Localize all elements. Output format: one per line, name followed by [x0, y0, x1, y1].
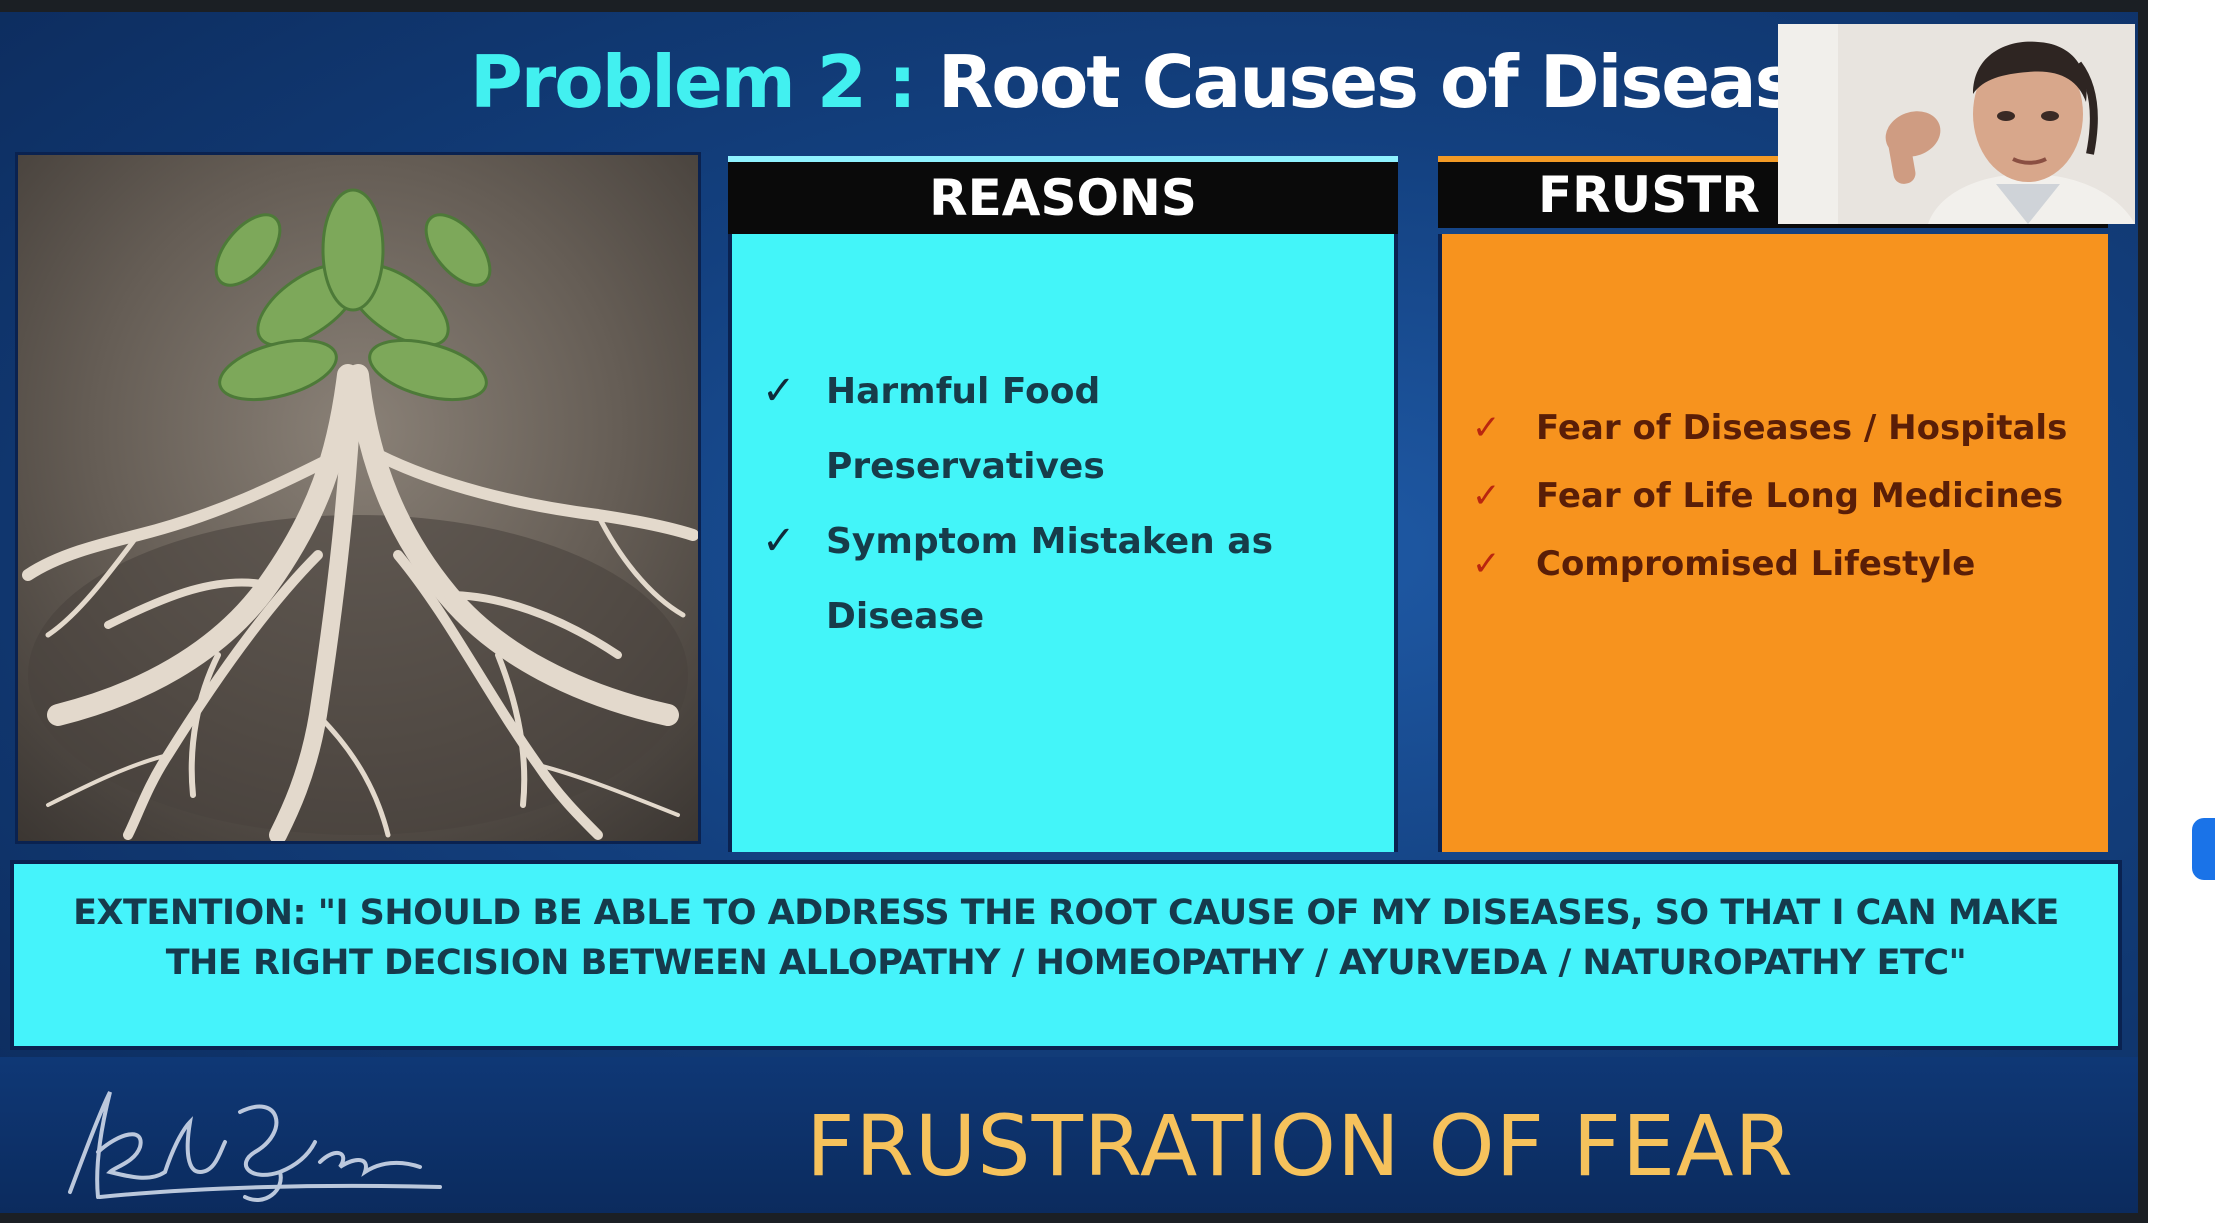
presentation-slide: Problem 2 : Root Causes of Diseases: [0, 12, 2138, 1213]
checkmark-icon: ✓: [1472, 476, 1501, 516]
frustration-item: ✓ Compromised Lifestyle: [1472, 530, 1975, 598]
frustration-item: ✓ Fear of Life Long Medicines: [1472, 462, 2063, 530]
checkmark-icon: ✓: [762, 368, 796, 414]
reason-item-line2: Disease: [826, 596, 985, 637]
reason-item-line2: Preservatives: [826, 446, 1105, 487]
reason-item-line1: Symptom Mistaken as: [826, 521, 1274, 562]
slide-title: Problem 2 : Root Causes of Diseases: [470, 40, 1885, 124]
frustration-item-text: Fear of Diseases / Hospitals: [1536, 408, 2068, 448]
reason-item-line1: Harmful Food: [826, 371, 1101, 412]
presenter-webcam-video: [1778, 24, 2135, 224]
window-right-border: [2138, 0, 2148, 1223]
reasons-panel: ✓ Harmful Food Preservatives ✓ Symptom M…: [728, 234, 1398, 852]
reason-item: ✓ Harmful Food Preservatives: [762, 354, 1105, 504]
checkmark-icon: ✓: [762, 518, 796, 564]
footer-title: FRUSTRATION OF FEAR: [806, 1097, 1794, 1195]
frustration-item: ✓ Fear of Diseases / Hospitals: [1472, 394, 2067, 462]
checkmark-icon: ✓: [1472, 544, 1501, 584]
slide-title-prefix: Problem 2 :: [470, 40, 938, 124]
extention-statement: EXTENTION: "I SHOULD BE ABLE TO ADDRESS …: [10, 860, 2122, 1050]
reason-item: ✓ Symptom Mistaken as Disease: [762, 504, 1273, 654]
signature-logo: [40, 1072, 460, 1212]
plant-roots-image: [15, 152, 701, 844]
side-panel-toggle[interactable]: [2192, 818, 2215, 880]
checkmark-icon: ✓: [1472, 408, 1501, 448]
slide-title-main: Root Causes of Diseases: [937, 40, 1885, 124]
side-panel-area: [2148, 0, 2215, 1223]
frustration-item-text: Fear of Life Long Medicines: [1536, 476, 2064, 516]
reasons-heading: REASONS: [728, 156, 1398, 234]
window-bottom-border: [0, 1213, 2148, 1223]
frustration-item-text: Compromised Lifestyle: [1536, 544, 1976, 584]
window-top-bar: [0, 0, 2148, 12]
frustrations-panel: ✓ Fear of Diseases / Hospitals ✓ Fear of…: [1438, 234, 2108, 852]
